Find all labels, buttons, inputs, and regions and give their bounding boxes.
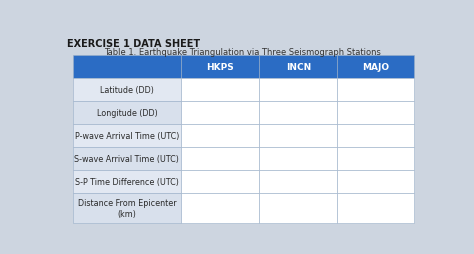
Bar (337, 194, 414, 223)
Text: Longitude (DD): Longitude (DD) (97, 108, 157, 117)
Bar (181, 148, 259, 171)
Bar (73, 124, 181, 148)
Text: EXERCISE 1 DATA SHEET: EXERCISE 1 DATA SHEET (67, 39, 200, 49)
Text: P-wave Arrival Time (UTC): P-wave Arrival Time (UTC) (75, 132, 179, 140)
Bar (259, 171, 337, 194)
Bar (73, 171, 181, 194)
Bar (259, 148, 337, 171)
Bar (181, 101, 259, 124)
Bar (73, 78, 181, 101)
Text: S-P Time Difference (UTC): S-P Time Difference (UTC) (75, 178, 179, 187)
Bar (259, 124, 337, 148)
Text: INCN: INCN (286, 62, 311, 72)
Bar (259, 56, 337, 78)
Bar (259, 194, 337, 223)
Text: HKPS: HKPS (206, 62, 234, 72)
Bar (181, 78, 259, 101)
Text: Table 1. Earthquake Triangulation via Three Seismograph Stations: Table 1. Earthquake Triangulation via Th… (104, 47, 382, 56)
Bar (73, 194, 181, 223)
Bar (181, 56, 259, 78)
Bar (337, 101, 414, 124)
Bar (259, 78, 337, 101)
Bar (337, 148, 414, 171)
Text: S-wave Arrival Time (UTC): S-wave Arrival Time (UTC) (74, 155, 179, 164)
Bar (73, 101, 181, 124)
Text: Distance From Epicenter
(km): Distance From Epicenter (km) (78, 198, 176, 218)
Bar (337, 78, 414, 101)
Bar (181, 124, 259, 148)
Bar (181, 194, 259, 223)
Bar (337, 124, 414, 148)
Bar (73, 56, 181, 78)
Text: Latitude (DD): Latitude (DD) (100, 85, 154, 94)
Bar (337, 56, 414, 78)
Bar (181, 171, 259, 194)
Bar (73, 148, 181, 171)
Bar (337, 171, 414, 194)
Bar (259, 101, 337, 124)
Text: MAJO: MAJO (362, 62, 390, 72)
